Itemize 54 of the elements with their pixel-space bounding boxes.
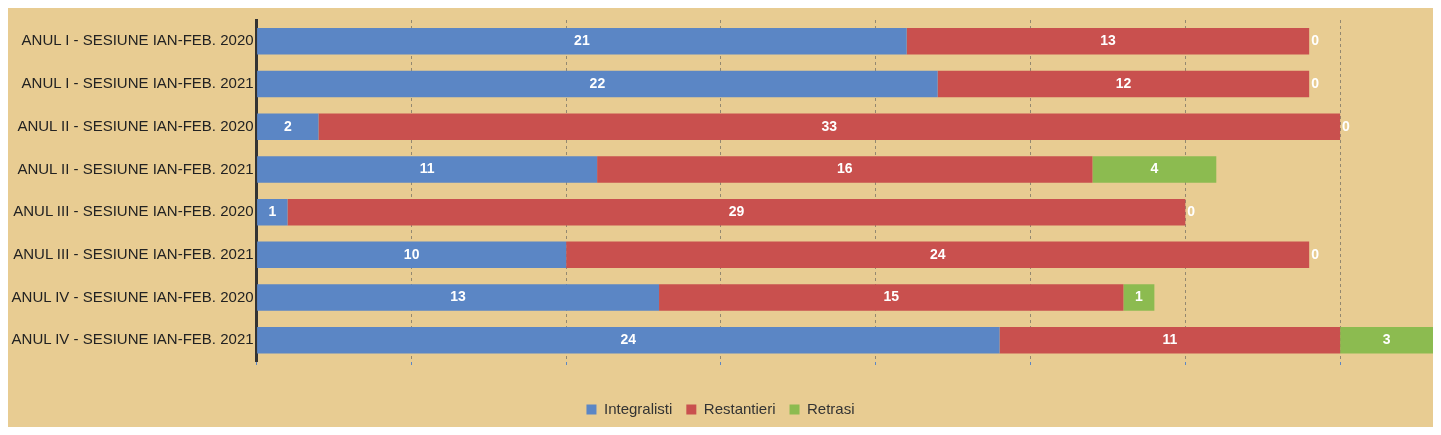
y-tick-label: ANUL II - SESIUNE IAN-FEB. 2021 (17, 159, 254, 177)
data-label: 4 (1150, 160, 1159, 177)
data-label: 22 (589, 74, 606, 91)
bar (257, 113, 319, 140)
data-label: 15 (883, 288, 900, 305)
bar (257, 70, 938, 98)
bar (566, 241, 1310, 269)
bar (287, 198, 1186, 226)
bar (318, 113, 1341, 140)
legend-label: Retrasi (807, 399, 855, 417)
data-label: 2 (283, 117, 292, 134)
y-tick-label: ANUL IV - SESIUNE IAN-FEB. 2021 (11, 330, 254, 348)
legend-label: Restantieri (703, 399, 776, 417)
bar (257, 284, 660, 311)
bar (937, 70, 1310, 98)
bar (257, 198, 288, 226)
bar (1340, 327, 1433, 354)
data-label: 29 (728, 203, 745, 220)
bar (999, 327, 1341, 354)
data-label: 12 (1115, 74, 1132, 91)
y-tick-label: ANUL III - SESIUNE IAN-FEB. 2021 (13, 244, 254, 262)
data-label: 11 (1162, 331, 1178, 348)
y-tick-label: ANUL IV - SESIUNE IAN-FEB. 2020 (11, 287, 254, 305)
bar (659, 284, 1124, 311)
data-label: 24 (929, 245, 946, 262)
y-tick-label: ANUL I - SESIUNE IAN-FEB. 2020 (21, 31, 254, 49)
data-label: 0 (1187, 203, 1196, 220)
data-label: 13 (1100, 32, 1116, 49)
bar (257, 327, 1000, 354)
data-label: 16 (837, 160, 853, 177)
data-label: 11 (419, 160, 435, 177)
bar (257, 28, 907, 55)
y-tick-label: ANUL I - SESIUNE IAN-FEB. 2021 (21, 74, 254, 92)
bar (257, 156, 598, 183)
data-label: 24 (620, 331, 637, 348)
data-label: 13 (450, 288, 467, 305)
data-label: 1 (268, 203, 277, 220)
bar (597, 156, 1093, 183)
data-label: 21 (574, 32, 590, 49)
data-label: 3 (1382, 331, 1391, 348)
data-label: 10 (403, 245, 420, 262)
y-tick-label: ANUL II - SESIUNE IAN-FEB. 2020 (17, 116, 254, 134)
legend-label: Integralisti (603, 399, 673, 417)
bar (906, 28, 1310, 55)
y-tick-label: ANUL III - SESIUNE IAN-FEB. 2020 (13, 202, 254, 220)
bar (1092, 156, 1217, 183)
data-label: 33 (821, 117, 838, 134)
bar (1123, 284, 1155, 311)
data-label: 0 (1311, 245, 1320, 262)
data-label: 0 (1342, 117, 1351, 134)
data-label: 1 (1135, 288, 1143, 305)
data-label: 0 (1311, 32, 1320, 49)
bar (257, 241, 567, 269)
data-label: 0 (1311, 74, 1320, 91)
